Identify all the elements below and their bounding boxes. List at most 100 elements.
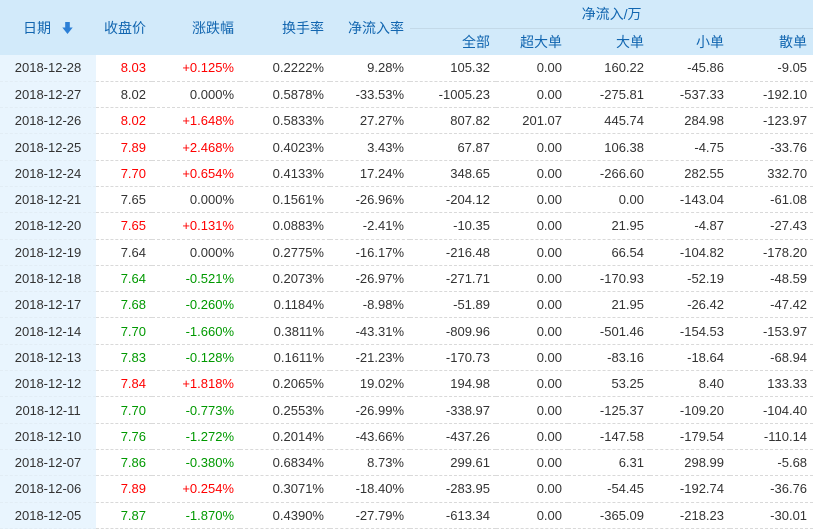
- cell-inflow-rate: -26.99%: [330, 396, 410, 424]
- cell-date: 2018-12-18: [0, 265, 96, 293]
- cell-close: 8.02: [96, 81, 152, 109]
- cell-inflow-rate: 17.24%: [330, 160, 410, 187]
- cell-inflow-scattered: -27.43: [730, 212, 813, 240]
- cell-inflow-all: 807.82: [410, 107, 496, 135]
- cell-close: 7.64: [96, 265, 152, 293]
- cell-inflow-super-large: 0.00: [496, 160, 568, 187]
- column-header-inflow-rate: 净流入率: [330, 0, 410, 55]
- sort-descending-icon[interactable]: [62, 21, 73, 34]
- cell-inflow-all: -1005.23: [410, 81, 496, 109]
- cell-inflow-large: -170.93: [568, 265, 650, 293]
- cell-inflow-super-large: 0.00: [496, 81, 568, 109]
- cell-inflow-super-large: 0.00: [496, 291, 568, 319]
- cell-date: 2018-12-11: [0, 396, 96, 424]
- cell-inflow-rate: -27.79%: [330, 502, 410, 529]
- table-row: 2018-12-27 8.02 0.000% 0.5878% -33.53% -1005.…: [0, 81, 813, 109]
- column-header-date[interactable]: 日期: [0, 0, 96, 55]
- cell-inflow-scattered: -68.94: [730, 344, 813, 372]
- cell-change: +2.468%: [152, 133, 240, 161]
- cell-inflow-large: -83.16: [568, 344, 650, 372]
- cell-inflow-large: -147.58: [568, 423, 650, 450]
- table-row: 2018-12-19 7.64 0.000% 0.2775% -16.17% -216.4…: [0, 239, 813, 266]
- cell-inflow-small: 298.99: [650, 449, 730, 477]
- cell-change: +1.818%: [152, 370, 240, 398]
- cell-inflow-all: 105.32: [410, 55, 496, 82]
- cell-change: +0.254%: [152, 475, 240, 503]
- cell-date: 2018-12-19: [0, 239, 96, 266]
- cell-close: 7.65: [96, 212, 152, 240]
- cell-close: 7.70: [96, 396, 152, 424]
- cell-date: 2018-12-28: [0, 55, 96, 82]
- table-row: 2018-12-12 7.84 +1.818% 0.2065% 19.02% 194.98…: [0, 370, 813, 398]
- cell-close: 7.64: [96, 239, 152, 266]
- cell-inflow-scattered: -110.14: [730, 423, 813, 450]
- cell-turnover: 0.4023%: [240, 133, 330, 161]
- cell-inflow-small: -154.53: [650, 317, 730, 345]
- cell-date: 2018-12-05: [0, 502, 96, 529]
- cell-inflow-scattered: -47.42: [730, 291, 813, 319]
- column-header-small: 小单: [650, 28, 730, 55]
- cell-inflow-super-large: 0.00: [496, 133, 568, 161]
- cell-inflow-small: -537.33: [650, 81, 730, 109]
- cell-change: +0.131%: [152, 212, 240, 240]
- cell-turnover: 0.5878%: [240, 81, 330, 109]
- cell-close: 7.76: [96, 423, 152, 450]
- cell-close: 8.02: [96, 107, 152, 135]
- cell-inflow-small: -45.86: [650, 55, 730, 82]
- cell-close: 7.70: [96, 317, 152, 345]
- table-header: 日期 收盘价 涨跌幅 换手率 净流入率 净流入/万 全部 超大单 大单 小单 散…: [0, 0, 813, 55]
- table-row: 2018-12-21 7.65 0.000% 0.1561% -26.96% -204.1…: [0, 186, 813, 214]
- column-group-header-net-inflow: 净流入/万: [410, 0, 813, 29]
- table-row: 2018-12-07 7.86 -0.380% 0.6834% 8.73% 299.61 0…: [0, 449, 813, 477]
- cell-inflow-large: 21.95: [568, 212, 650, 240]
- cell-change: 0.000%: [152, 239, 240, 266]
- cell-turnover: 0.4390%: [240, 502, 330, 529]
- cell-close: 7.83: [96, 344, 152, 372]
- cell-change: -0.128%: [152, 344, 240, 372]
- cell-inflow-rate: -26.96%: [330, 186, 410, 214]
- cell-inflow-large: -501.46: [568, 317, 650, 345]
- cell-inflow-all: -437.26: [410, 423, 496, 450]
- cell-inflow-super-large: 0.00: [496, 212, 568, 240]
- cell-turnover: 0.2014%: [240, 423, 330, 450]
- cell-inflow-rate: 3.43%: [330, 133, 410, 161]
- cell-inflow-rate: -43.66%: [330, 423, 410, 450]
- cell-change: -1.272%: [152, 423, 240, 450]
- cell-date: 2018-12-06: [0, 475, 96, 503]
- cell-close: 7.87: [96, 502, 152, 529]
- table-row: 2018-12-18 7.64 -0.521% 0.2073% -26.97% -271.…: [0, 265, 813, 293]
- cell-change: -0.380%: [152, 449, 240, 477]
- cell-inflow-small: -143.04: [650, 186, 730, 214]
- table-row: 2018-12-25 7.89 +2.468% 0.4023% 3.43% 67.87 0.…: [0, 133, 813, 161]
- cell-inflow-small: -52.19: [650, 265, 730, 293]
- cell-inflow-large: -365.09: [568, 502, 650, 529]
- cell-date: 2018-12-10: [0, 423, 96, 450]
- column-header-change: 涨跌幅: [152, 0, 240, 55]
- cell-inflow-small: -4.75: [650, 133, 730, 161]
- cell-inflow-large: -54.45: [568, 475, 650, 503]
- cell-inflow-rate: 27.27%: [330, 107, 410, 135]
- column-header-close: 收盘价: [96, 0, 152, 55]
- cell-inflow-all: -204.12: [410, 186, 496, 214]
- cell-change: -0.773%: [152, 396, 240, 424]
- cell-date: 2018-12-26: [0, 107, 96, 135]
- cell-inflow-super-large: 0.00: [496, 423, 568, 450]
- cell-turnover: 0.3811%: [240, 317, 330, 345]
- cell-inflow-all: -216.48: [410, 239, 496, 266]
- table-row: 2018-12-24 7.70 +0.654% 0.4133% 17.24% 348.65…: [0, 160, 813, 187]
- cell-inflow-small: -26.42: [650, 291, 730, 319]
- cell-inflow-large: 160.22: [568, 55, 650, 82]
- cell-turnover: 0.2222%: [240, 55, 330, 82]
- cell-inflow-super-large: 0.00: [496, 239, 568, 266]
- cell-inflow-super-large: 0.00: [496, 396, 568, 424]
- cell-turnover: 0.2553%: [240, 396, 330, 424]
- cell-inflow-super-large: 0.00: [496, 475, 568, 503]
- cell-turnover: 0.6834%: [240, 449, 330, 477]
- cell-inflow-super-large: 0.00: [496, 317, 568, 345]
- cell-inflow-large: 445.74: [568, 107, 650, 135]
- table-row: 2018-12-28 8.03 +0.125% 0.2222% 9.28% 105.32 0…: [0, 55, 813, 82]
- cell-turnover: 0.4133%: [240, 160, 330, 187]
- cell-inflow-rate: 8.73%: [330, 449, 410, 477]
